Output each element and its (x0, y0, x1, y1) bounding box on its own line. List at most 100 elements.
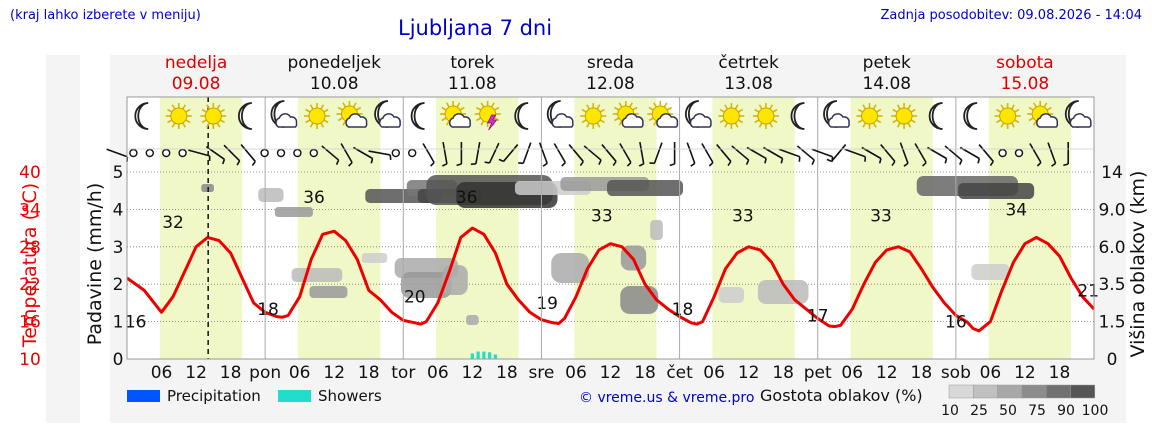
sun-ray (586, 104, 590, 110)
cloud-density-level: 25 (970, 403, 988, 419)
moon-shape (963, 102, 978, 130)
wind-shaft (488, 142, 500, 164)
wind-symbol (1014, 148, 1024, 158)
sun-ray (167, 108, 173, 113)
wind-barb (669, 163, 675, 167)
day-date: 10.08 (310, 74, 359, 94)
wind-barb (542, 162, 548, 167)
weather-icon-slot (374, 100, 401, 128)
sun-ray (216, 104, 221, 110)
cloud-shape (448, 113, 472, 128)
calm-circle (998, 148, 1007, 158)
temperature-tick: 28 (19, 238, 41, 258)
moon-icon (790, 102, 805, 130)
wind-barb (745, 159, 750, 165)
wind-barb (612, 160, 617, 167)
wind-barb (236, 160, 241, 166)
hour-tick: 18 (220, 363, 242, 383)
wind-barb (690, 162, 696, 167)
x-axis-ticks: 06 12 18 pon 06 12 18 tor 06 12 18 sre 06 12 18 čet 06 12… (151, 363, 1071, 383)
wind-barb (638, 163, 645, 167)
weather-icon-slot (752, 103, 779, 129)
sun-icon (1027, 101, 1054, 127)
hour-tick: 12 (738, 363, 760, 383)
hour-tick: 18 (1049, 363, 1071, 383)
sun-ray (896, 122, 901, 128)
wind-shaft (106, 148, 128, 158)
day-name: ponedeljek (287, 53, 381, 73)
left-panel (46, 55, 80, 423)
daylight-bands (159, 97, 1071, 359)
sun-ray (356, 106, 362, 111)
wind-symbol (1063, 142, 1069, 167)
cloud-cell (757, 280, 809, 304)
sun-ray (206, 122, 211, 128)
temperature-label: 18 (672, 300, 694, 320)
sun-ray (632, 106, 638, 111)
wind-barb (811, 159, 815, 165)
sun-disc (757, 107, 775, 125)
wind-symbol (293, 148, 302, 158)
calm-circle (129, 148, 138, 158)
sun-ray (185, 108, 191, 113)
cloud-shape (689, 113, 712, 128)
sun-ray (907, 104, 912, 110)
weather-icon-slot (647, 101, 679, 128)
wind-barb (826, 158, 832, 163)
copyright-text: © vreme.us & vreme.pro (579, 390, 754, 406)
calm-circle (293, 148, 302, 158)
wind-barb (878, 158, 882, 164)
wind-symbol (178, 148, 187, 158)
wind-symbol (145, 148, 155, 158)
day-name: sreda (587, 53, 634, 73)
sun-ray (892, 108, 898, 113)
temperature-tick: 16 (19, 313, 41, 333)
hour-tick: 18 (496, 363, 518, 383)
wind-symbol (998, 148, 1007, 158)
moon-icon (928, 102, 943, 130)
cloud-height-tick: 14 (1101, 163, 1123, 183)
hour-tick: 06 (703, 363, 725, 383)
hour-tick: 06 (980, 363, 1002, 383)
calm-circle (178, 148, 187, 158)
sun-disc (308, 107, 326, 125)
cloud-height-axis-label: Višina oblakov (km) (1127, 171, 1149, 358)
day-name: petek (863, 53, 911, 73)
day-date: 09.08 (172, 74, 221, 94)
sun-ray (320, 104, 325, 110)
cloud-icon (378, 113, 401, 128)
precipitation-tick: 4 (113, 200, 124, 220)
sun-disc (722, 107, 740, 125)
wind-shaft (716, 144, 732, 162)
sun-ray (996, 108, 1002, 113)
precipitation-axis-label: Padavine (mm/h) (84, 183, 106, 346)
hour-tick: 12 (462, 363, 484, 383)
wind-shaft (538, 142, 548, 164)
wind-symbol (456, 142, 463, 167)
weather-icon-slot (474, 101, 501, 131)
wind-shaft (522, 142, 532, 164)
weather-icon-slot (165, 103, 192, 129)
sun-ray (490, 102, 495, 108)
wind-shaft (653, 142, 663, 164)
cloud-height-tick: 0 (1107, 350, 1118, 370)
sun-ray (305, 108, 311, 113)
sun-ray (754, 108, 760, 113)
day-abbr-tick: čet (666, 363, 693, 383)
wind-barb (430, 161, 435, 167)
sun-ray (734, 104, 739, 110)
temperature-label: 34 (1005, 200, 1027, 220)
wind-shaft (796, 145, 815, 161)
wind-shaft (223, 144, 241, 162)
sun-ray (201, 119, 207, 124)
temperature-axis-label: Temperatura (°C) (19, 183, 41, 348)
sun-ray (724, 122, 729, 128)
wind-shaft (583, 145, 602, 161)
lightning-bolt (486, 114, 498, 131)
wind-symbol (470, 142, 481, 166)
sun-ray (323, 119, 329, 124)
day-abbr-tick: pon (249, 363, 281, 383)
sun-ray (342, 120, 347, 126)
sun-ray (581, 119, 587, 124)
